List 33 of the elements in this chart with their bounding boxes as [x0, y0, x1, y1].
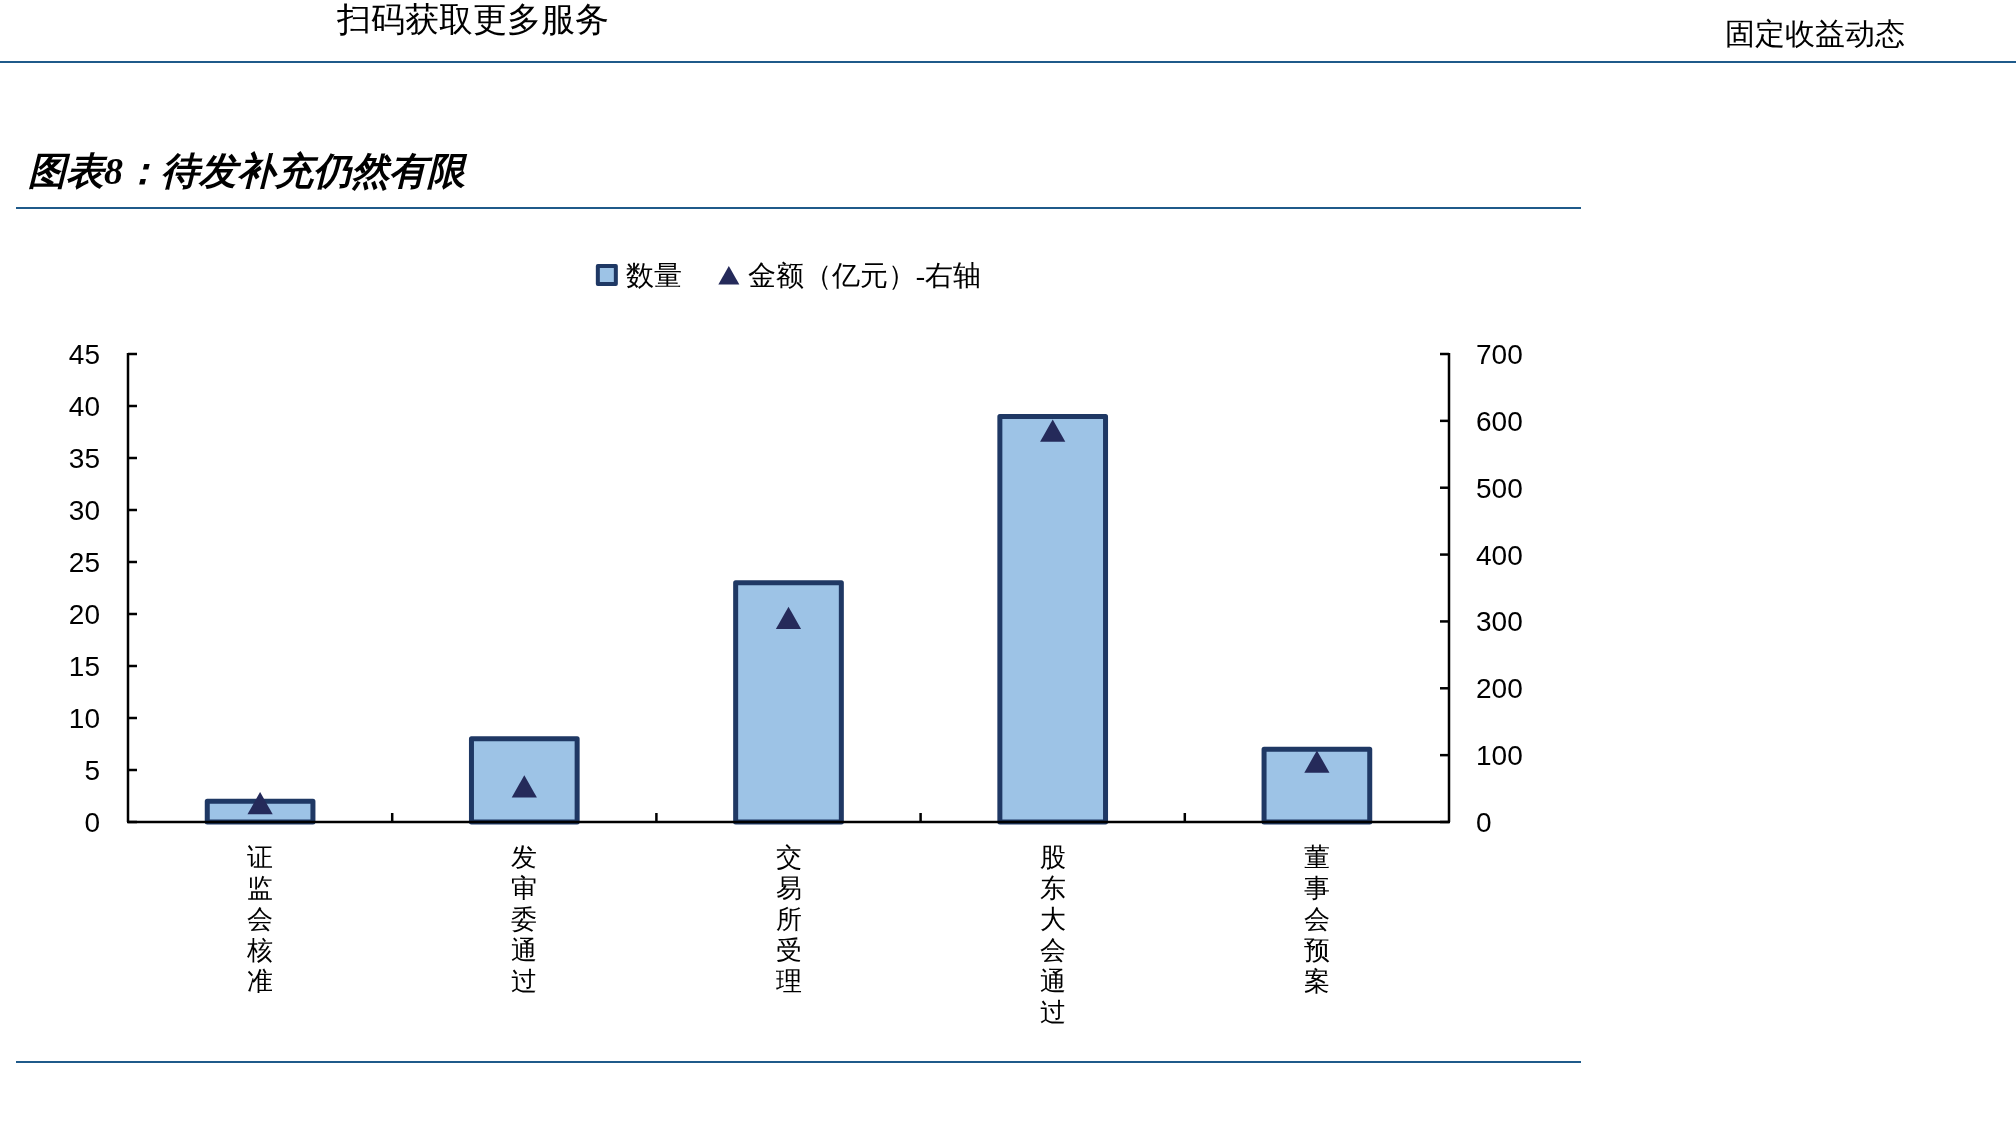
y2-tick-label: 0	[1476, 807, 1492, 838]
x-tick-label: 股东大会通过	[1039, 843, 1066, 1027]
y2-tick-label: 100	[1476, 740, 1523, 772]
x-tick-label: 交易所受理	[775, 843, 802, 996]
x-tick-label: 董事会预案	[1303, 843, 1330, 996]
y2-tick-label: 700	[1476, 339, 1523, 370]
y-tick-label: 45	[68, 339, 100, 370]
point	[1040, 419, 1066, 442]
legend-label: 金额（亿元）-右轴	[747, 260, 982, 291]
x-tick-label: 发审委通过	[511, 843, 538, 996]
chart-title: 图表8：待发补充仍然有限	[28, 150, 468, 192]
point	[775, 606, 802, 629]
y-tick-label: 20	[68, 599, 100, 630]
y2-tick-label: 300	[1476, 606, 1523, 638]
y-tick-label: 40	[68, 391, 100, 422]
y-tick-label: 15	[68, 651, 100, 682]
y2-tick-label: 500	[1476, 472, 1523, 504]
legend-label: 数量	[625, 260, 682, 291]
text: 固定收益动态	[1725, 17, 1905, 50]
y2-tick-label: 200	[1476, 673, 1523, 705]
point	[511, 775, 537, 798]
y-tick-label: 0	[84, 807, 100, 838]
y-tick-label: 35	[68, 443, 100, 474]
y2-tick-label: 600	[1476, 405, 1523, 437]
point	[1304, 750, 1330, 773]
y-tick-label: 30	[68, 495, 100, 526]
y-tick-label: 10	[68, 703, 100, 734]
y-tick-label: 25	[68, 547, 100, 578]
point	[247, 791, 273, 815]
y2-tick-label: 400	[1476, 539, 1523, 571]
y-tick-label: 5	[84, 755, 100, 786]
x-tick-label: 证监会核准	[246, 843, 274, 996]
text: 扫码获取更多服务	[336, 0, 609, 38]
